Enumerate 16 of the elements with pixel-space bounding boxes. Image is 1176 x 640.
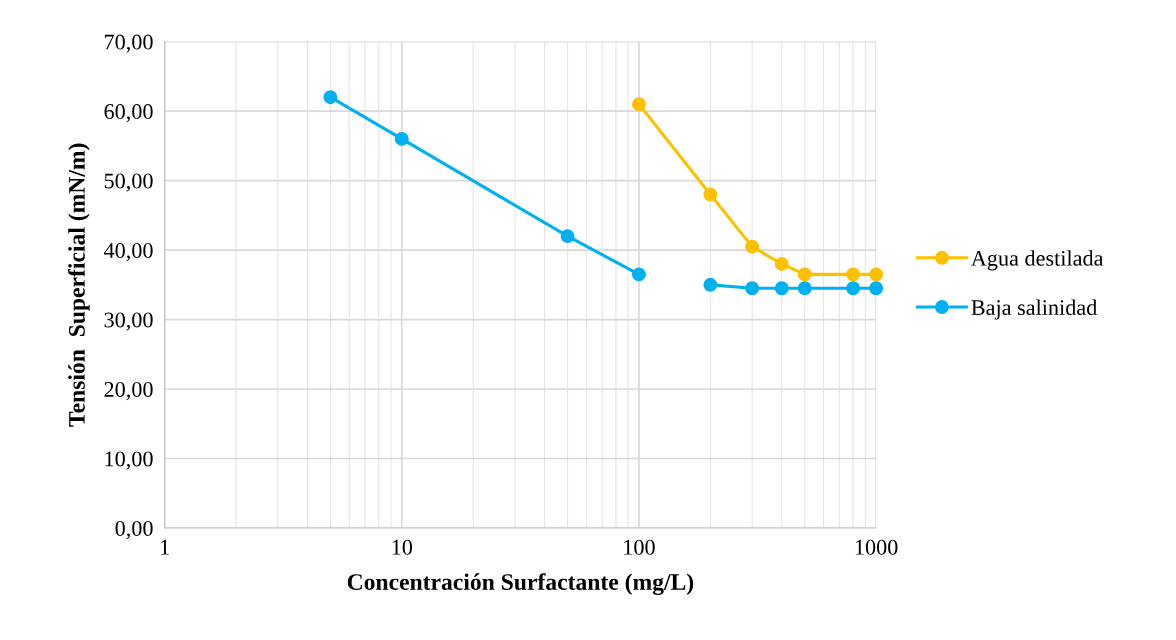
- x-tick-label: 10: [392, 539, 413, 555]
- legend-label: Baja salinidad: [971, 299, 1098, 320]
- y-tick-label: 40,00: [103, 242, 153, 262]
- y-tick-label: 20,00: [104, 381, 153, 401]
- y-tick-label: 50,00: [104, 173, 153, 192]
- y-tick-label: 0,00: [115, 520, 153, 540]
- y-tick-label: 60,00: [104, 104, 153, 123]
- legend-label: Agua destilada: [971, 250, 1104, 271]
- x-tick-label: 100: [624, 539, 655, 555]
- x-axis-title: Concentración Surfactante (mg/L): [347, 573, 694, 595]
- y-tick-label: 10,00: [105, 451, 153, 470]
- x-tick-label: 1: [161, 539, 169, 555]
- y-axis-title: Tensión Superficial (mN/m): [67, 143, 90, 427]
- y-tick-label: 70,00: [104, 34, 153, 53]
- x-tick-label: 1000: [855, 539, 898, 555]
- y-tick-label: 30,00: [104, 312, 153, 331]
